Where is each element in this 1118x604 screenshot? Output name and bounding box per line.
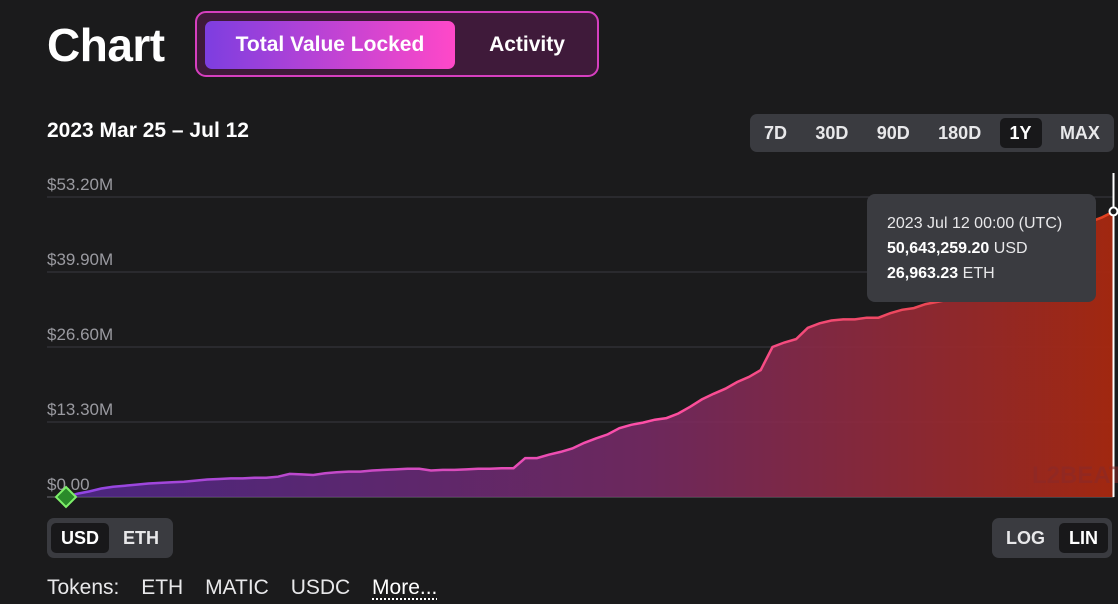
tooltip-usd-value: 50,643,259.20 [887,240,990,257]
date-range-label: 2023 Mar 25 – Jul 12 [47,119,249,142]
l2beat-watermark-logo: L2BEAT [1032,462,1118,489]
currency-toggle: USD ETH [47,518,174,558]
range-7d-button[interactable]: 7D [764,122,788,143]
time-range-selector: 7D 30D 90D 180D 1Y MAX [750,114,1114,152]
chart-tooltip: 2023 Jul 12 00:00 (UTC) 50,643,259.20 US… [867,194,1096,302]
tokens-more-link[interactable]: More... [372,576,438,599]
token-usdc[interactable]: USDC [290,576,351,599]
tooltip-usd-unit: USD [993,240,1028,257]
y-tick-label: $39.90M [47,250,113,269]
currency-eth-button[interactable]: ETH [123,527,160,548]
tooltip-date: 2023 Jul 12 00:00 (UTC) [887,215,1063,232]
range-1y-button[interactable]: 1Y [999,118,1042,148]
tooltip-eth-row: 26,963.23 ETH [887,261,1076,286]
scale-lin-button[interactable]: LIN [1059,523,1108,553]
tab-activity[interactable]: Activity [489,33,565,56]
range-max-button[interactable]: MAX [1059,122,1100,143]
tab-total-value-locked[interactable]: Total Value Locked [205,21,455,69]
y-tick-label: $13.30M [47,400,113,419]
y-tick-label: $0.00 [47,475,90,494]
page-title: Chart [47,19,165,71]
chart-type-tabs: Total Value Locked Activity [195,11,599,77]
tooltip-eth-value: 26,963.23 [887,265,959,282]
milestone-marker-icon[interactable] [54,485,78,509]
currency-usd-button[interactable]: USD [51,523,110,553]
range-90d-button[interactable]: 90D [876,122,910,143]
y-tick-label: $53.20M [47,175,113,194]
token-matic[interactable]: MATIC [205,576,269,599]
range-180d-button[interactable]: 180D [938,122,982,143]
y-tick-label: $26.60M [47,325,113,344]
tooltip-eth-unit: ETH [962,265,995,282]
tvl-area-fill [66,211,1114,497]
scale-toggle: LOG LIN [992,518,1112,558]
tooltip-usd-row: 50,643,259.20 USD [887,236,1076,261]
scale-log-button[interactable]: LOG [1006,527,1045,548]
tvl-chart[interactable]: $0.00 $13.30M $26.60M $39.90M $53.20M L2BEAT [0,165,1118,510]
tokens-row: Tokens: ETH MATIC USDC More... [47,576,453,600]
range-30d-button[interactable]: 30D [815,122,849,143]
tokens-label: Tokens: [47,576,120,599]
hover-point [1108,206,1118,217]
token-eth[interactable]: ETH [141,576,184,599]
